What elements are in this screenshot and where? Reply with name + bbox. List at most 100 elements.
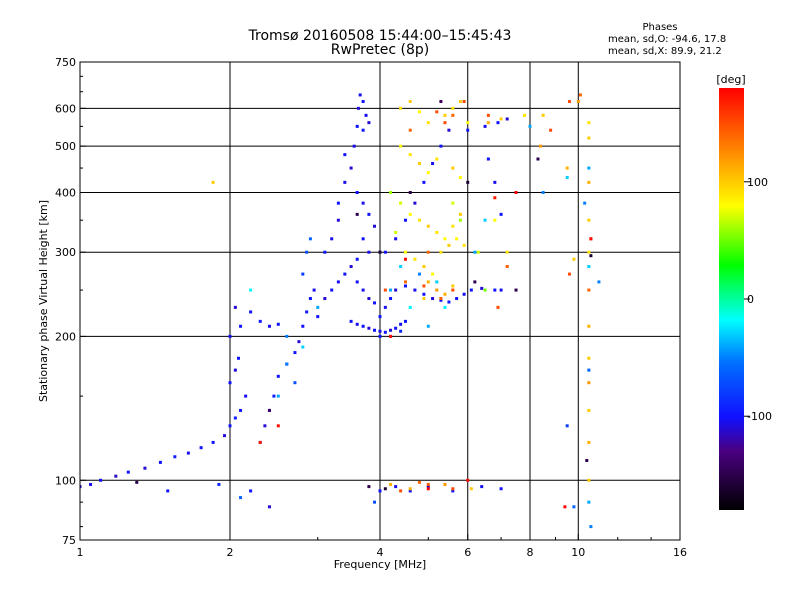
data-point: [426, 121, 430, 125]
data-point: [367, 121, 371, 125]
data-point: [403, 319, 407, 323]
data-point: [373, 500, 377, 504]
data-point: [276, 424, 280, 428]
data-point: [469, 487, 473, 491]
data-point: [462, 292, 466, 296]
data-point: [565, 175, 569, 179]
data-point: [587, 408, 591, 412]
data-point: [458, 212, 462, 216]
data-point: [587, 250, 591, 254]
data-point: [455, 297, 459, 301]
data-point: [435, 157, 439, 161]
data-point: [249, 288, 253, 292]
data-point: [233, 368, 237, 372]
x-tick-label: 10: [571, 546, 585, 559]
data-point: [443, 292, 447, 296]
data-point: [426, 482, 430, 486]
data-point: [239, 496, 243, 500]
data-point: [99, 478, 103, 482]
data-point: [493, 196, 497, 200]
data-point: [336, 201, 340, 205]
data-point: [486, 113, 490, 117]
colorbar-label: [deg]: [716, 73, 745, 86]
data-point: [462, 100, 466, 104]
data-point: [349, 166, 353, 170]
data-point: [378, 329, 382, 333]
data-point: [361, 237, 365, 241]
data-point: [228, 334, 232, 338]
data-point: [413, 201, 417, 205]
data-point: [373, 224, 377, 228]
y-tick-label: 750: [55, 56, 76, 69]
data-point: [451, 487, 455, 491]
data-point: [451, 113, 455, 117]
data-point: [285, 334, 289, 338]
data-point: [587, 121, 591, 125]
data-point: [458, 100, 462, 104]
data-point: [267, 505, 271, 509]
data-point: [258, 440, 262, 444]
data-point: [276, 374, 280, 378]
data-point: [394, 485, 398, 489]
data-point: [308, 297, 312, 301]
data-point: [312, 288, 316, 292]
data-point: [301, 272, 305, 276]
data-point: [431, 161, 435, 165]
stats-x-line: mean, sd,X: 89.9, 21.2: [608, 46, 722, 57]
data-point: [316, 305, 320, 309]
data-point: [567, 272, 571, 276]
data-point: [378, 334, 382, 338]
data-point: [389, 482, 393, 486]
data-point: [276, 322, 280, 326]
x-tick-label: 16: [673, 546, 687, 559]
data-point: [587, 440, 591, 444]
data-point: [166, 489, 170, 493]
data-point: [293, 351, 297, 355]
colorbar: [719, 88, 744, 510]
data-point: [417, 161, 421, 165]
data-point: [426, 487, 430, 491]
y-tick-label: 600: [55, 102, 76, 115]
data-point: [587, 265, 591, 269]
data-point: [499, 288, 503, 292]
data-point: [199, 446, 203, 450]
data-point: [378, 315, 382, 319]
data-point: [408, 153, 412, 157]
data-point: [301, 345, 305, 349]
colorbar-ticks: 100 0 -100: [744, 176, 772, 423]
data-point: [408, 489, 412, 493]
data-point: [361, 128, 365, 132]
data-point: [435, 280, 439, 284]
data-point: [249, 310, 253, 314]
data-point: [217, 482, 221, 486]
data-point: [308, 237, 312, 241]
data-point: [272, 394, 276, 398]
data-point: [285, 362, 289, 366]
data-point: [403, 218, 407, 222]
data-point: [126, 470, 130, 474]
data-point: [587, 356, 591, 360]
data-point: [267, 408, 271, 412]
data-point: [223, 434, 227, 438]
x-tick-label: 1: [77, 546, 84, 559]
data-point: [330, 237, 334, 241]
data-point: [587, 478, 591, 482]
data-point: [383, 305, 387, 309]
data-point: [143, 466, 147, 470]
data-point: [451, 166, 455, 170]
data-point: [589, 237, 593, 241]
data-point: [422, 292, 426, 296]
data-point: [443, 305, 447, 309]
data-point: [455, 237, 459, 241]
data-point: [541, 113, 545, 117]
x-tick-label: 6: [464, 546, 471, 559]
data-point: [403, 280, 407, 284]
data-point: [439, 100, 443, 104]
data-point: [378, 250, 382, 254]
data-point: [355, 212, 359, 216]
data-point: [486, 121, 490, 125]
data-point: [587, 180, 591, 184]
data-point: [426, 324, 430, 328]
y-tick-label: 75: [62, 534, 76, 547]
data-point: [536, 157, 540, 161]
